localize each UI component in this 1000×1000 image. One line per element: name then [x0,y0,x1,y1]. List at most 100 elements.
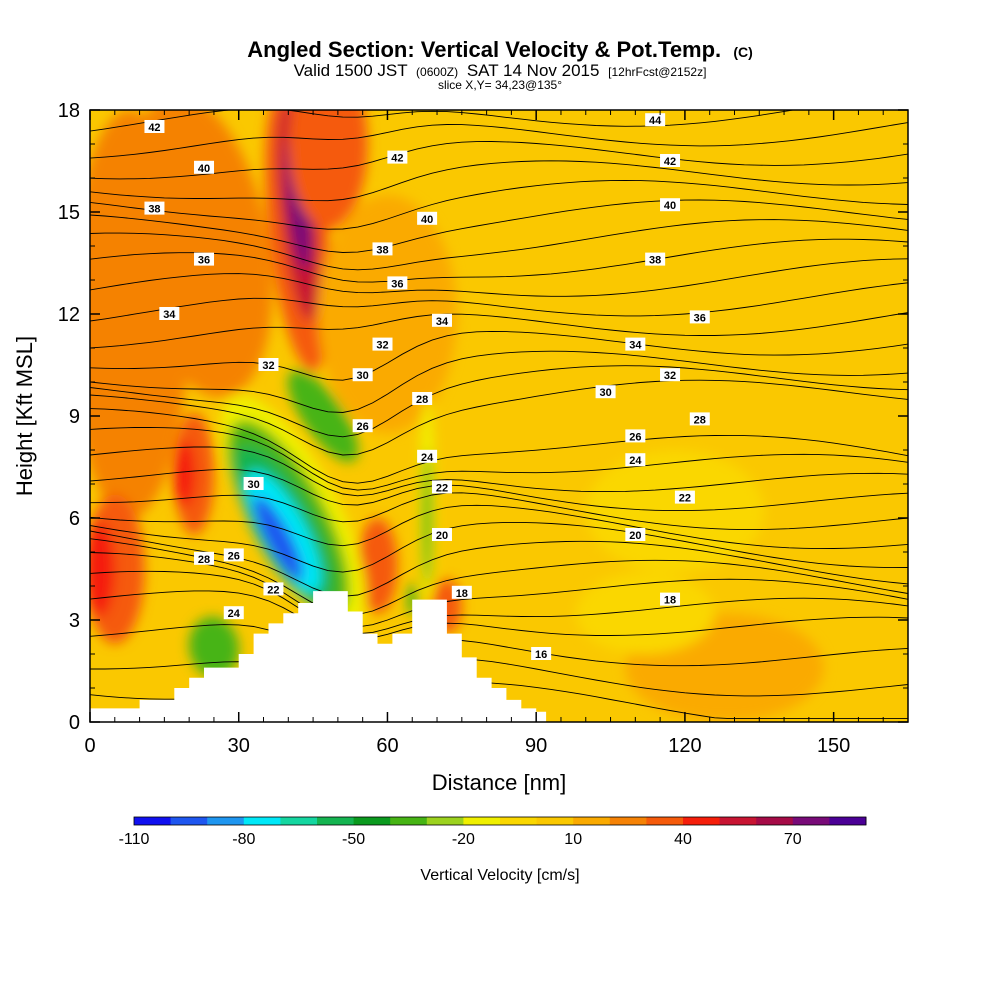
svg-text:28: 28 [198,554,210,566]
y-tick-label: 9 [69,406,80,428]
colorbar-swatch [390,817,428,825]
isentrope-line [90,521,908,573]
svg-text:Valid 1500 JST (0600Z): Valid 1500 JST (0600Z) SAT 14 Nov 2015 [… [294,61,707,80]
svg-text:36: 36 [694,312,706,324]
colorbar-tick-label: -110 [119,831,150,848]
isentrope-line [90,570,908,635]
colorbar-tick-label: 10 [564,831,582,848]
x-tick-label: 0 [84,735,95,757]
isentrope-label: 26 [223,548,244,562]
chart-title-unit: (C) [733,44,752,60]
colorbar-swatch [792,817,830,825]
svg-text:22: 22 [679,493,691,505]
isentrope-line [90,552,908,628]
x-tick-label: 90 [525,735,547,757]
isentrope-label: 24 [417,449,438,464]
svg-text:30: 30 [357,370,369,382]
y-tick-label: 12 [58,304,80,326]
isentrope-line [90,426,908,491]
colorbar-swatch [170,817,208,825]
y-axis: 0 36 9 12 15 18 [58,100,908,734]
x-tick-label: 120 [668,735,701,757]
colorbar-tick-label: 40 [674,831,692,848]
x-tick-label: 60 [376,735,398,757]
isentrope-labels: 42 40 38 36 34 32 30 28 26 24 22 42 40 38 36 34 32 30 28 26… [144,113,710,661]
isentrope-label: 28 [194,551,215,566]
svg-text:30: 30 [599,387,611,399]
colorbar-swatch [207,817,245,825]
isentrope-line [90,160,908,202]
x-axis: 0 30 60 90 120 150 [84,110,884,757]
isentrope-label: 36 [387,276,408,290]
isentrope-label: 20 [431,528,452,542]
isentrope-label: 38 [372,242,393,256]
isentrope-label: 42 [660,154,681,168]
y-tick-label: 15 [58,202,80,224]
svg-text:34: 34 [163,309,176,321]
isentrope-label: 34 [625,337,646,352]
isentrope-line [90,312,908,349]
svg-text:24: 24 [629,455,642,467]
svg-text:32: 32 [262,360,274,372]
isentrope-line [90,258,908,297]
isentrope-label: 32 [372,337,393,352]
isentrope-line [90,504,908,550]
svg-text:40: 40 [664,200,676,212]
isentrope-label: 20 [625,528,646,542]
velocity-cell-20 [253,495,304,581]
colorbar-swatch [353,817,391,825]
svg-text:24: 24 [421,452,434,464]
colorbar-swatch [646,817,684,825]
colorbar-swatch [756,817,794,825]
valid-time-utc: (0600Z) [416,65,458,79]
isentrope-line [90,122,908,159]
svg-text:34: 34 [436,316,449,328]
svg-text:16: 16 [535,649,547,661]
x-tick-label: 150 [817,735,850,757]
velocity-cell-21 [287,370,359,462]
colorbar-tick-label: -80 [232,831,255,848]
isentrope-line [90,199,908,253]
isentrope-label: 36 [689,310,710,324]
y-tick-label: 18 [58,100,80,122]
velocity-cell-22 [188,616,239,678]
isentrope-line [90,219,908,271]
colorbar-swatch [829,817,867,825]
valid-time: Valid 1500 JST [294,61,408,80]
isentrope-line [90,141,908,180]
isentrope-label: 18 [660,592,681,607]
svg-text:20: 20 [436,530,448,542]
colorbar-tick-label: -50 [342,831,365,848]
isentrope-label: 40 [660,198,681,212]
colorbar-swatch [426,817,464,825]
svg-text:18: 18 [664,595,676,607]
isentrope-label: 24 [625,453,646,467]
svg-text:28: 28 [694,414,706,426]
svg-text:36: 36 [198,255,210,267]
velocity-cell-5 [173,439,196,508]
velocity-cell-13 [585,450,765,573]
isentrope-label: 34 [159,307,180,321]
svg-text:20: 20 [629,530,641,542]
svg-text:34: 34 [629,340,642,352]
isentrope-label: 38 [645,252,666,267]
colorbar-swatch [719,817,757,825]
velocity-cell-3 [90,521,115,617]
isentrope-label: 42 [387,150,408,165]
isentrope-line [90,238,908,283]
colorbar-swatch [683,817,721,825]
svg-text:36: 36 [391,278,403,290]
svg-text:40: 40 [198,163,210,175]
isentrope-label: 44 [645,113,666,127]
y-tick-label: 0 [69,712,80,734]
svg-text:42: 42 [148,122,160,134]
x-tick-label: 30 [228,735,250,757]
isentrope-label: 40 [194,160,215,175]
isentrope-line [90,330,908,381]
isentrope-label: 30 [352,368,373,382]
svg-text:26: 26 [228,550,240,562]
isentrope-label: 30 [595,385,616,399]
isentrope-line [90,179,908,230]
y-tick-label: 6 [69,508,80,530]
svg-text:18: 18 [456,588,468,600]
